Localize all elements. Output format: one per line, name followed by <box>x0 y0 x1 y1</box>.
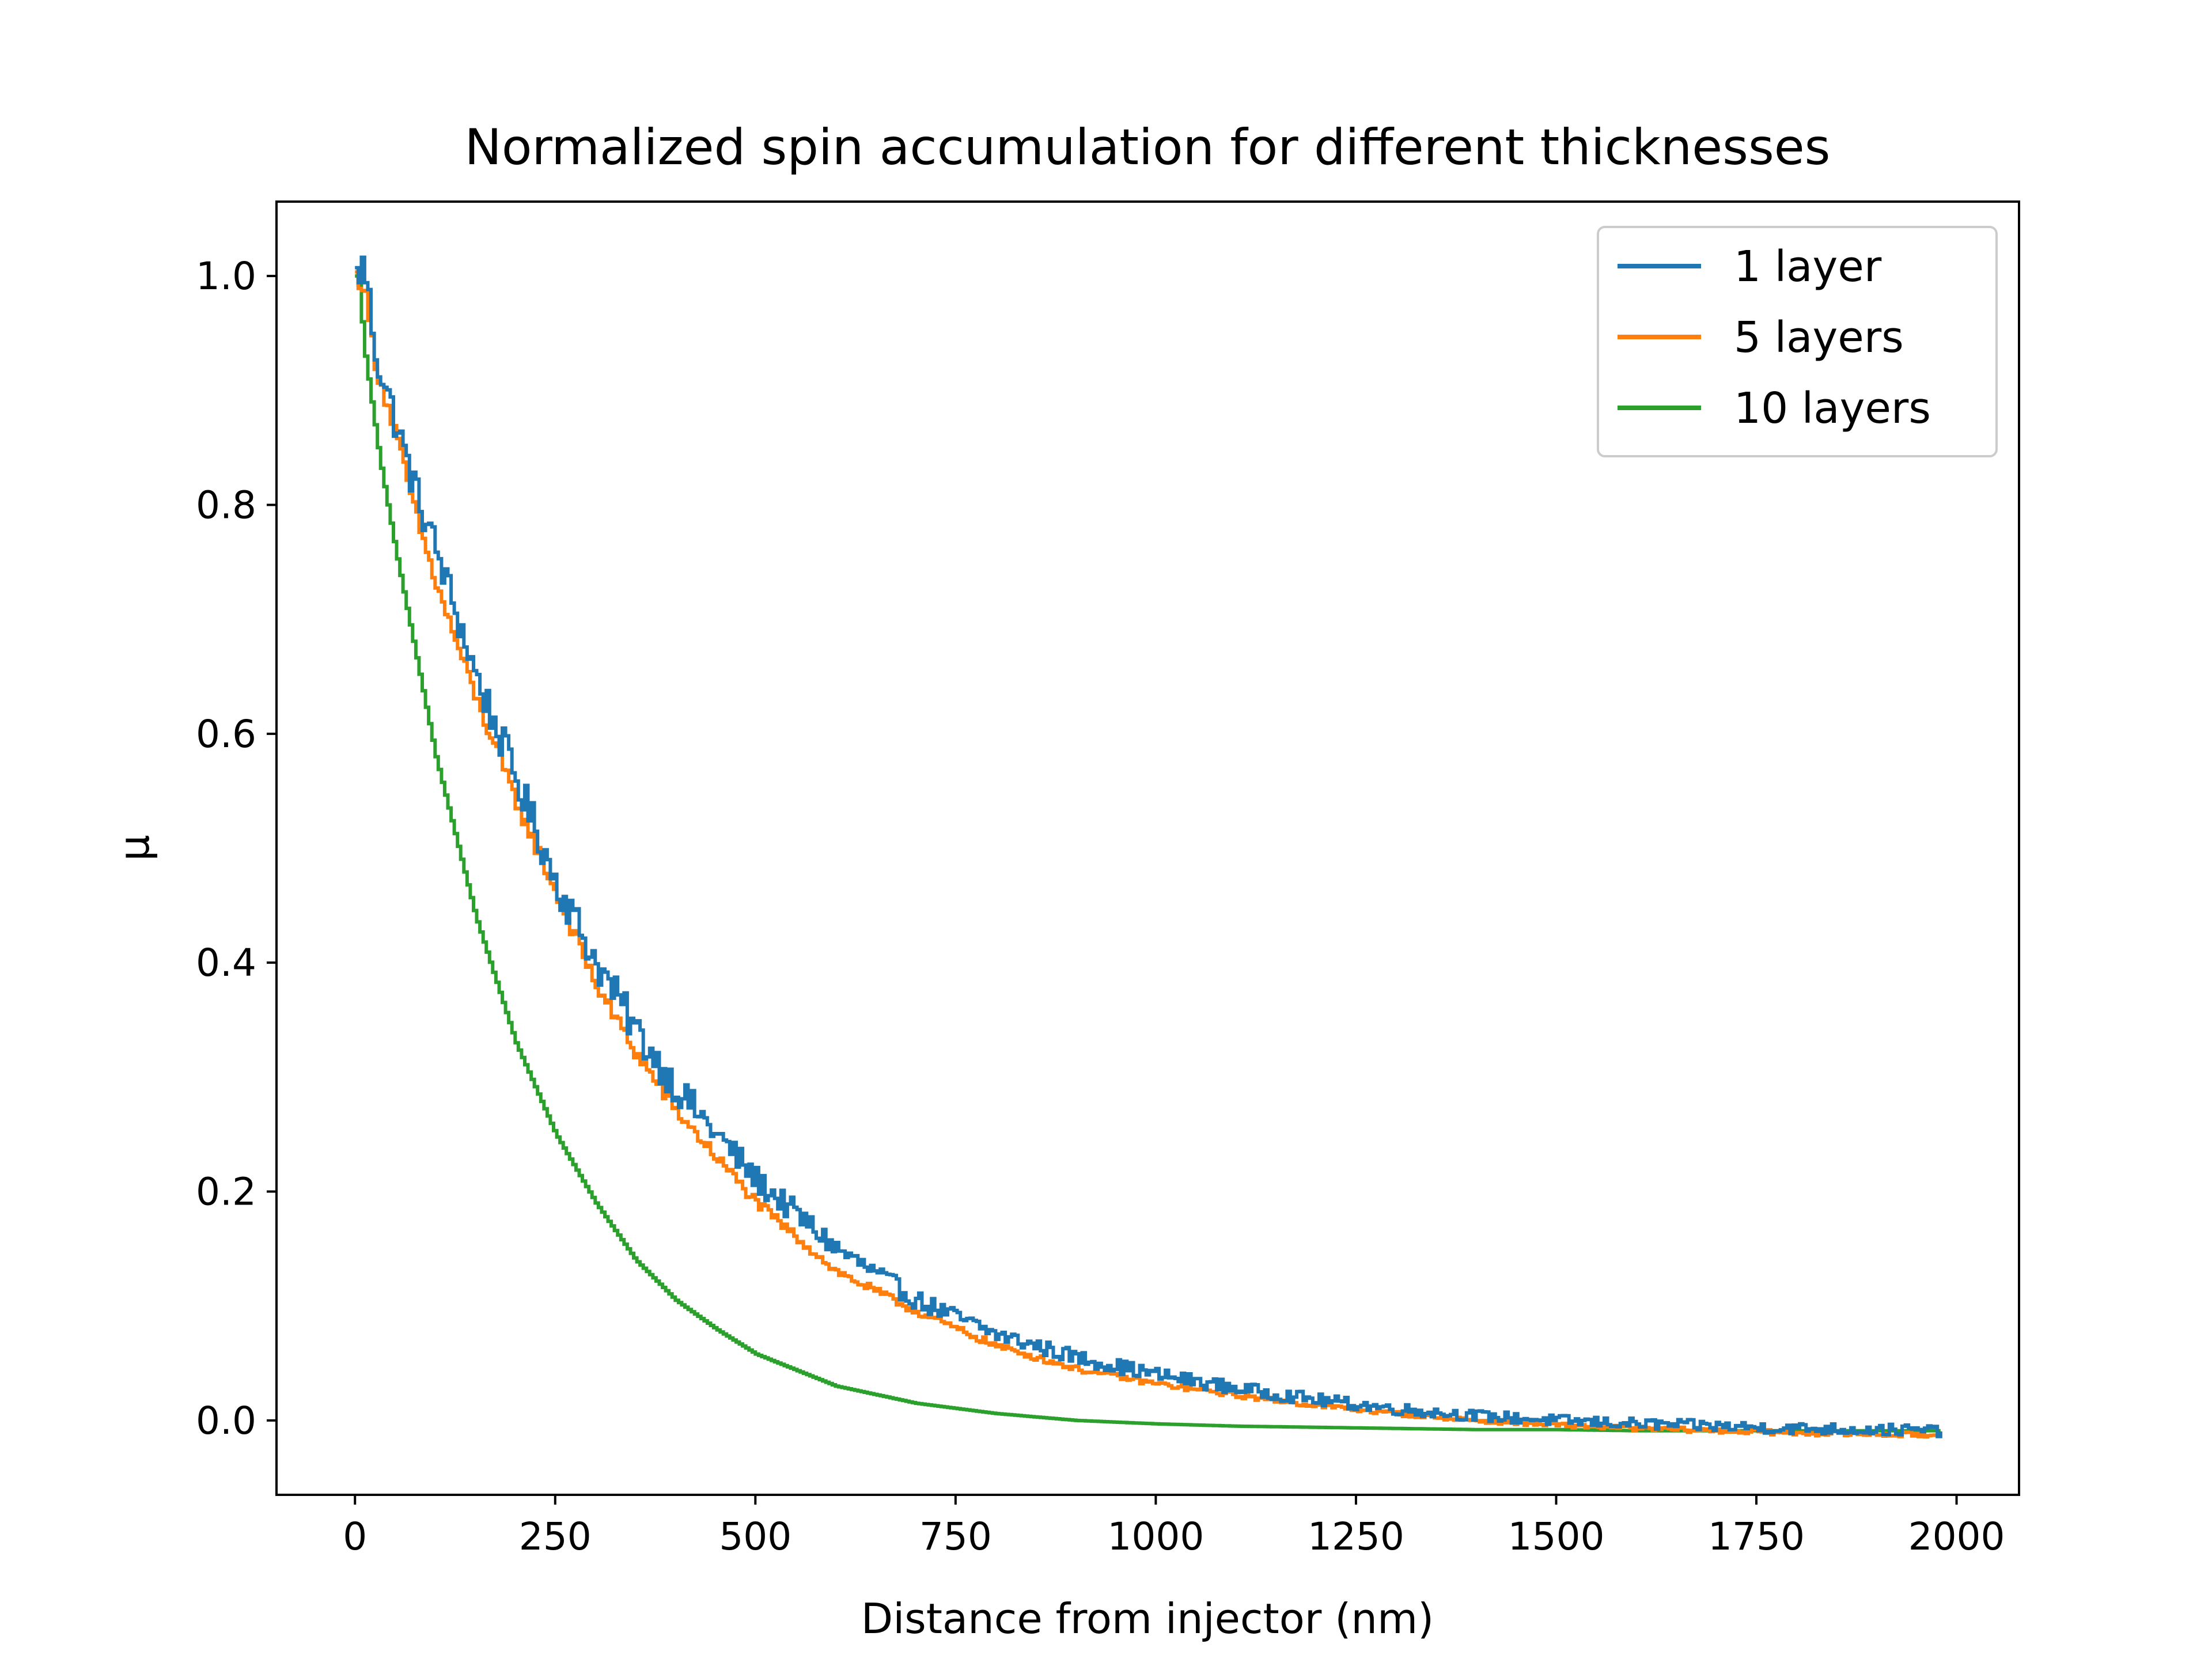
x-tick-label: 1500 <box>1508 1514 1605 1559</box>
x-tick-label: 1750 <box>1708 1514 1805 1559</box>
x-tick-label: 0 <box>343 1514 367 1559</box>
legend-label-0: 1 layer <box>1734 242 1882 291</box>
y-tick-label: 0.4 <box>196 941 256 985</box>
series-line-0 <box>355 255 1942 1438</box>
y-tick-label: 0.0 <box>196 1399 256 1443</box>
legend-label-1: 5 layers <box>1734 313 1904 362</box>
legend-label-2: 10 layers <box>1734 384 1931 433</box>
x-axis-label: Distance from injector (nm) <box>861 1594 1434 1643</box>
x-tick-label: 750 <box>919 1514 992 1559</box>
y-tick-label: 0.6 <box>196 712 256 756</box>
x-tick-label: 1250 <box>1308 1514 1404 1559</box>
chart-title: Normalized spin accumulation for differe… <box>464 119 1830 176</box>
plot-frame <box>275 200 2020 1496</box>
y-tick-label: 0.8 <box>196 483 256 527</box>
y-tick-label: 0.2 <box>196 1170 256 1214</box>
plot-series <box>355 255 1942 1439</box>
series-line-1 <box>355 270 1942 1439</box>
legend-frame <box>1597 226 1998 457</box>
x-tick-label: 500 <box>719 1514 791 1559</box>
legend: 1 layer 5 layers 10 layers <box>1597 226 1998 457</box>
x-tick-label: 1000 <box>1107 1514 1204 1559</box>
y-axis-ticks: 0.0 0.2 0.4 0.6 0.8 1.0 <box>196 254 276 1443</box>
x-tick-label: 2000 <box>1908 1514 2005 1559</box>
series-line-2 <box>355 274 1941 1433</box>
x-axis-ticks: 0 250 500 750 1000 1250 1500 1750 2000 <box>343 1495 2005 1559</box>
x-tick-label: 250 <box>519 1514 592 1559</box>
y-axis-label: μ <box>110 835 158 861</box>
y-tick-label: 1.0 <box>196 254 256 298</box>
